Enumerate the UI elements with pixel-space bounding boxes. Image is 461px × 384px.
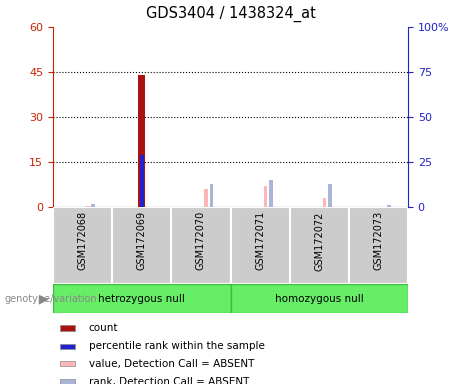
Bar: [171, 207, 230, 284]
Text: GSM172068: GSM172068: [77, 211, 88, 270]
Text: homozygous null: homozygous null: [275, 293, 364, 304]
Bar: [91, 204, 95, 207]
Bar: [53, 284, 230, 313]
Bar: [86, 206, 90, 207]
Text: GSM172069: GSM172069: [137, 211, 147, 270]
Text: GDS3404 / 1438324_at: GDS3404 / 1438324_at: [146, 6, 315, 22]
Text: genotype/variation: genotype/variation: [5, 293, 97, 304]
Bar: [230, 207, 290, 284]
Bar: [210, 184, 213, 207]
Bar: [60, 361, 75, 366]
Bar: [112, 207, 171, 284]
Bar: [349, 207, 408, 284]
Text: GSM172071: GSM172071: [255, 211, 265, 270]
Text: value, Detection Call = ABSENT: value, Detection Call = ABSENT: [89, 359, 254, 369]
Bar: [60, 344, 75, 349]
Text: percentile rank within the sample: percentile rank within the sample: [89, 341, 265, 351]
Bar: [230, 284, 408, 313]
Bar: [269, 180, 272, 207]
Bar: [264, 186, 267, 207]
Text: count: count: [89, 323, 118, 333]
Bar: [290, 207, 349, 284]
Text: rank, Detection Call = ABSENT: rank, Detection Call = ABSENT: [89, 377, 249, 384]
Bar: [328, 184, 331, 207]
Bar: [53, 207, 112, 284]
Bar: [323, 198, 326, 207]
Bar: [60, 379, 75, 384]
Bar: [138, 75, 145, 207]
Bar: [205, 189, 208, 207]
Text: ▶: ▶: [39, 292, 48, 305]
Bar: [387, 205, 391, 207]
Text: GSM172072: GSM172072: [314, 211, 324, 271]
Text: GSM172070: GSM172070: [196, 211, 206, 270]
Text: GSM172073: GSM172073: [373, 211, 384, 270]
Text: hetrozygous null: hetrozygous null: [98, 293, 185, 304]
Bar: [140, 155, 143, 207]
Bar: [60, 326, 75, 331]
